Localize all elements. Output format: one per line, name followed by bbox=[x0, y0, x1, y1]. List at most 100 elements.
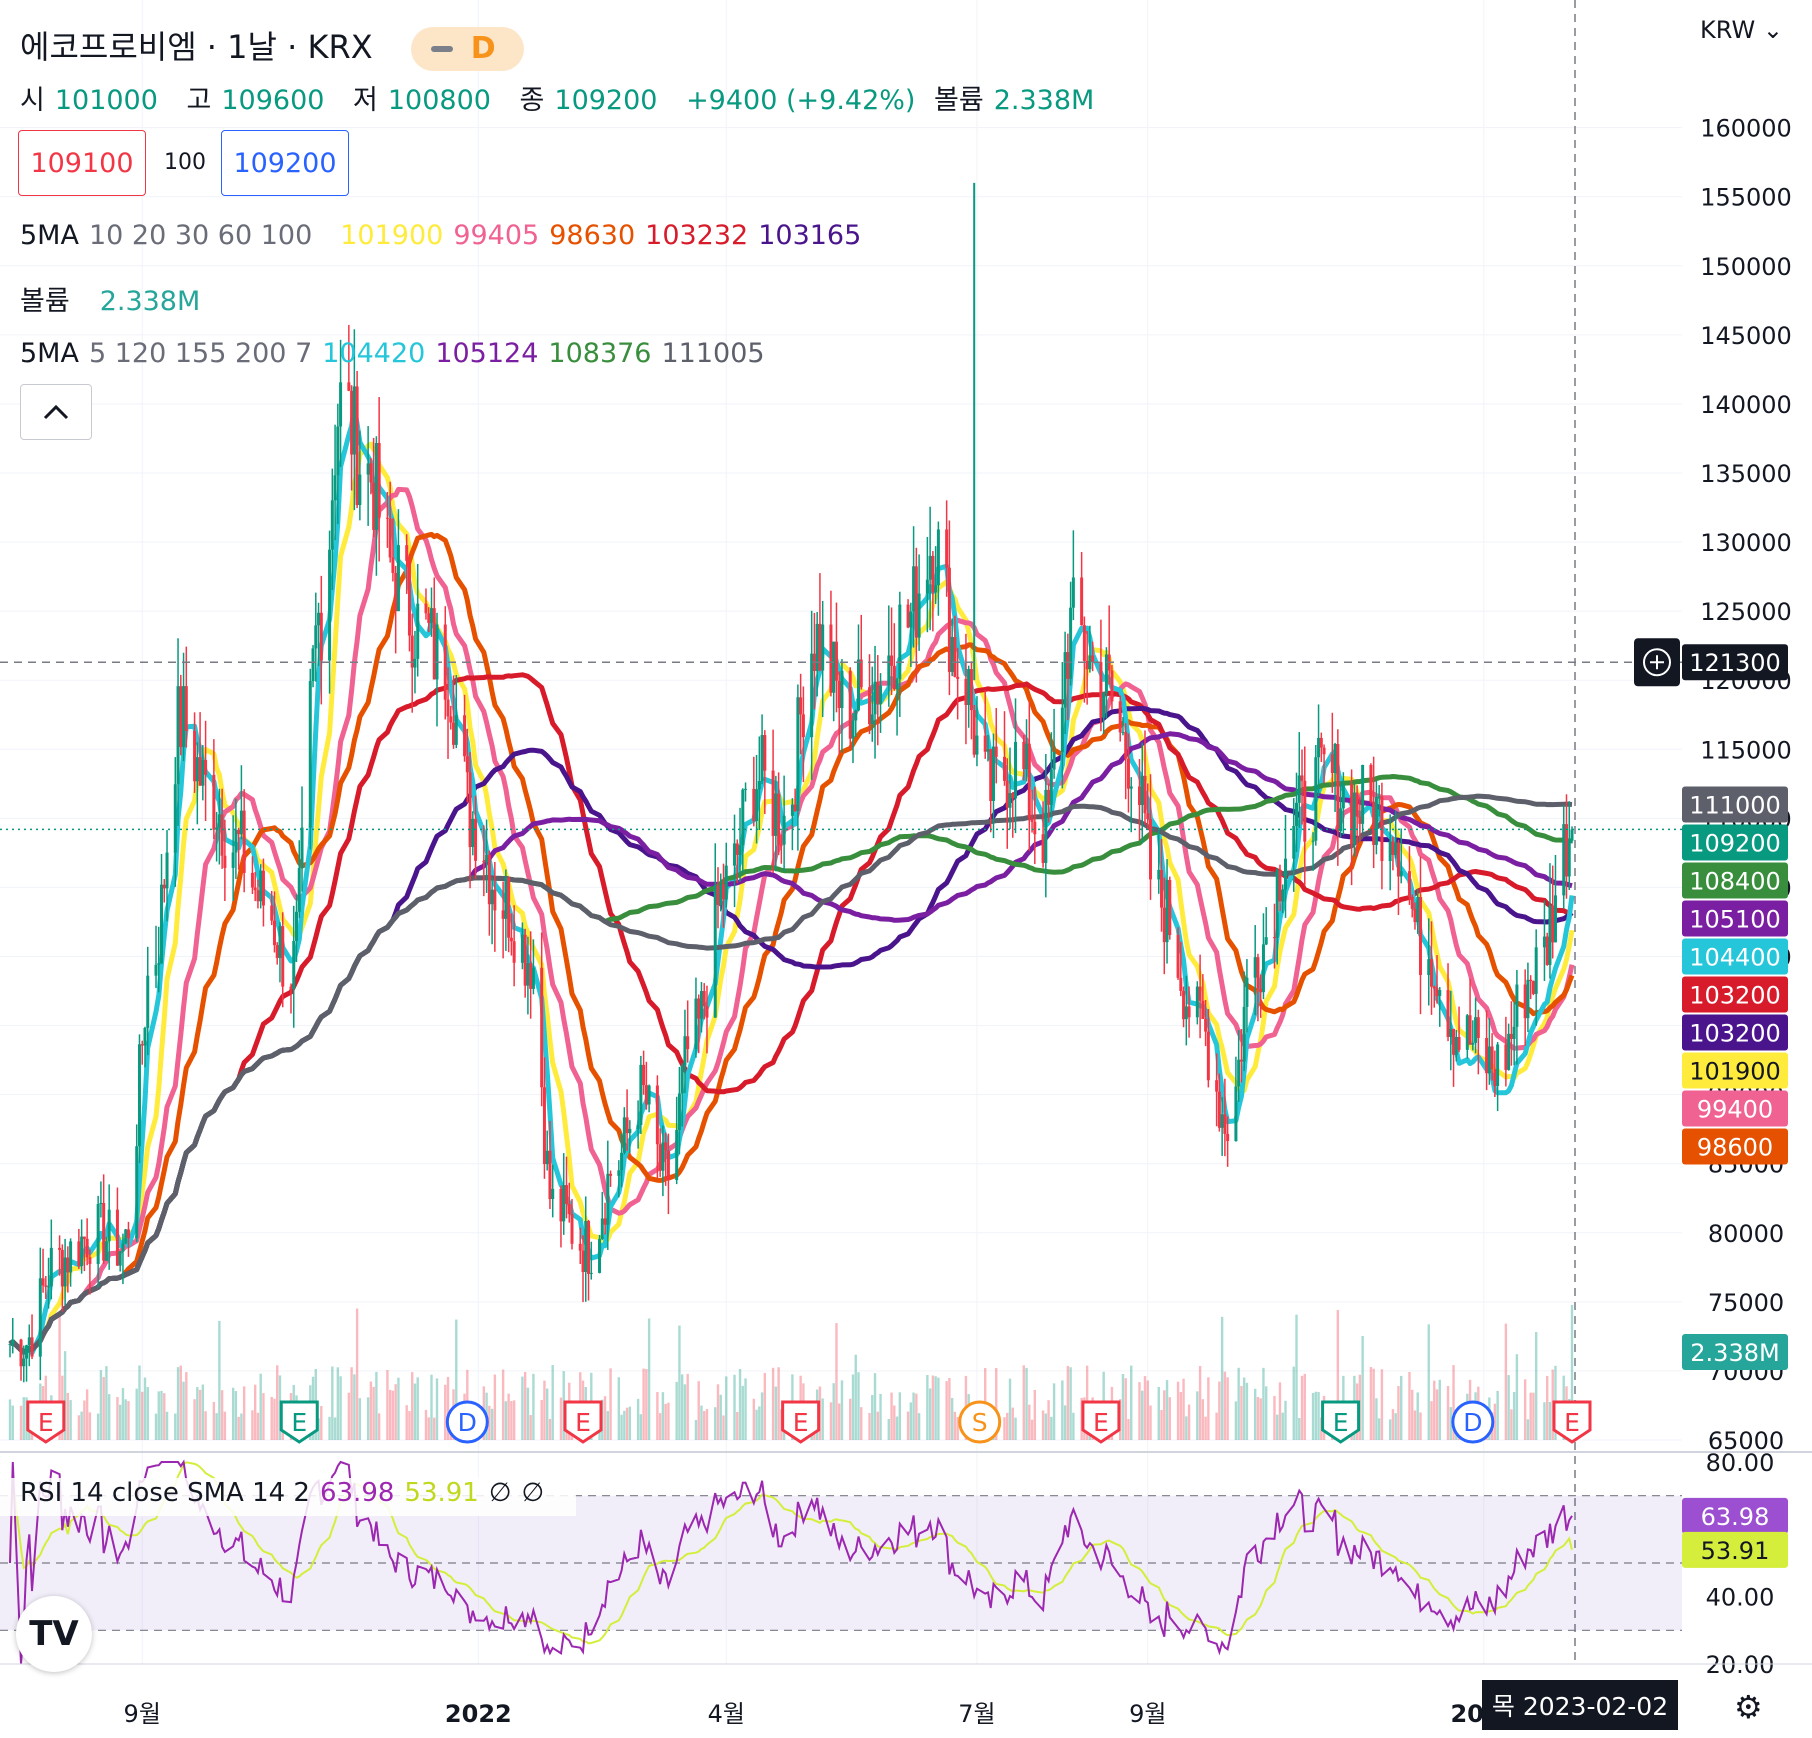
candle-body bbox=[1099, 662, 1103, 718]
candle-body bbox=[606, 1173, 610, 1225]
volume-bar bbox=[1063, 1405, 1067, 1440]
volume-bar bbox=[1127, 1419, 1130, 1440]
candle-body bbox=[1396, 842, 1400, 877]
candle-body bbox=[1452, 1028, 1456, 1055]
volume-bar bbox=[99, 1370, 103, 1440]
volume-bar bbox=[722, 1415, 725, 1440]
volume-bar bbox=[915, 1393, 918, 1440]
volume-bar bbox=[680, 1374, 684, 1440]
candle-body bbox=[1496, 1044, 1500, 1086]
close-value: 109200 bbox=[554, 85, 658, 116]
candle-body bbox=[234, 829, 238, 853]
volume-bar bbox=[1273, 1396, 1276, 1440]
volume-bar bbox=[1504, 1323, 1508, 1440]
price-tag-bg bbox=[1682, 900, 1788, 937]
volume-bar bbox=[1496, 1390, 1499, 1440]
volume-bar bbox=[1182, 1378, 1185, 1440]
volume-bar bbox=[1124, 1378, 1127, 1440]
candle-body bbox=[22, 1358, 26, 1367]
volume-bar bbox=[995, 1368, 998, 1440]
volume-bar bbox=[1215, 1412, 1218, 1440]
rsi-value-tag: 63.98 bbox=[1682, 1497, 1788, 1534]
price-tag-text: 109200 bbox=[1689, 830, 1781, 858]
candle-body bbox=[328, 549, 332, 661]
volume-bar bbox=[906, 1411, 910, 1440]
rsi-value: 63.98 bbox=[319, 1478, 395, 1508]
candle-body bbox=[1129, 786, 1133, 789]
volume-bar bbox=[493, 1374, 497, 1440]
candle-body bbox=[1047, 789, 1051, 805]
candle-body bbox=[1295, 802, 1299, 827]
volume-bar bbox=[1278, 1382, 1282, 1440]
volume-bar bbox=[1157, 1386, 1160, 1440]
add-alert-button[interactable] bbox=[1634, 638, 1680, 687]
candle-body bbox=[1052, 752, 1056, 770]
volume-bar bbox=[1237, 1367, 1240, 1440]
candle-body bbox=[1292, 826, 1296, 859]
volume-bar bbox=[1336, 1309, 1340, 1440]
volume-bar bbox=[96, 1413, 100, 1440]
volume-bar bbox=[157, 1391, 160, 1440]
volume-bar bbox=[1372, 1368, 1375, 1440]
candle-body bbox=[115, 1209, 119, 1266]
candle-body bbox=[1333, 744, 1337, 773]
volume-bar bbox=[430, 1374, 433, 1440]
candle-body bbox=[1069, 607, 1073, 679]
candle-body bbox=[292, 941, 296, 990]
volume-bar bbox=[1143, 1376, 1147, 1440]
volume-bar bbox=[350, 1367, 353, 1440]
candle-body bbox=[198, 757, 202, 786]
volume-bar bbox=[105, 1366, 108, 1440]
volume-legend[interactable]: 볼륨 2.338M bbox=[20, 286, 201, 317]
tradingview-logo[interactable]: TV bbox=[16, 1596, 92, 1672]
price-tick-label: 125000 bbox=[1700, 598, 1792, 626]
low-value: 100800 bbox=[387, 85, 491, 116]
ma2-legend[interactable]: 5MA 5 120 155 200 7 104420 105124 108376 1110… bbox=[20, 338, 765, 369]
settings-gear-icon[interactable]: ⚙ bbox=[1734, 1688, 1763, 1726]
interval-badge[interactable]: D bbox=[410, 27, 524, 71]
volume-bar bbox=[328, 1416, 331, 1440]
candle-body bbox=[231, 852, 235, 868]
volume-bar bbox=[873, 1373, 877, 1440]
candle-body bbox=[1278, 869, 1282, 902]
candle-body bbox=[1474, 1017, 1478, 1043]
volume-bar bbox=[408, 1411, 411, 1440]
ma-line-5ma-60 bbox=[8, 672, 1573, 1355]
ma-line-5ma-30 bbox=[8, 531, 1575, 1355]
volume-bar bbox=[204, 1411, 207, 1440]
volume-bar bbox=[433, 1417, 436, 1440]
candle-body bbox=[1355, 792, 1359, 817]
collapse-legend-button[interactable] bbox=[20, 384, 92, 440]
volume-bar bbox=[625, 1407, 629, 1440]
currency-selector[interactable]: KRW ⌄ bbox=[1700, 16, 1783, 44]
event-marker-e: E bbox=[26, 1400, 66, 1444]
volume-bar bbox=[182, 1381, 185, 1440]
volume-bar bbox=[1427, 1324, 1430, 1440]
sell-button[interactable]: 109100 bbox=[18, 130, 146, 196]
volume-bar bbox=[490, 1408, 494, 1440]
symbol-title[interactable]: 에코프로비엠 · 1날 · KRX bbox=[20, 28, 373, 66]
candle-body bbox=[680, 1065, 684, 1094]
split-icon bbox=[958, 1400, 1002, 1444]
volume-bar bbox=[777, 1367, 780, 1440]
volume-bar bbox=[700, 1405, 703, 1440]
volume-bar bbox=[1298, 1418, 1301, 1440]
ma1-legend[interactable]: 5MA 10 20 30 60 100 101900 99405 98630 103232… bbox=[20, 220, 862, 251]
candle-body bbox=[49, 1247, 53, 1287]
volume-bar bbox=[854, 1354, 857, 1440]
volume-bar bbox=[1025, 1367, 1028, 1440]
candle-body bbox=[876, 681, 880, 704]
volume-bar bbox=[857, 1372, 860, 1440]
candle-body bbox=[330, 500, 334, 550]
rsi-legend[interactable]: RSI 14 close SMA 14 2 63.98 53.91 ∅ ∅ bbox=[20, 1478, 545, 1508]
candle-body bbox=[953, 637, 957, 677]
spread-label: 100 bbox=[164, 149, 206, 175]
volume-bar bbox=[1256, 1396, 1260, 1440]
volume-bar bbox=[215, 1413, 218, 1440]
volume-bar bbox=[141, 1391, 144, 1440]
candle-body bbox=[1206, 1031, 1210, 1081]
volume-bar bbox=[1292, 1366, 1295, 1440]
buy-button[interactable]: 109200 bbox=[221, 130, 349, 196]
volume-bar bbox=[1295, 1314, 1298, 1440]
